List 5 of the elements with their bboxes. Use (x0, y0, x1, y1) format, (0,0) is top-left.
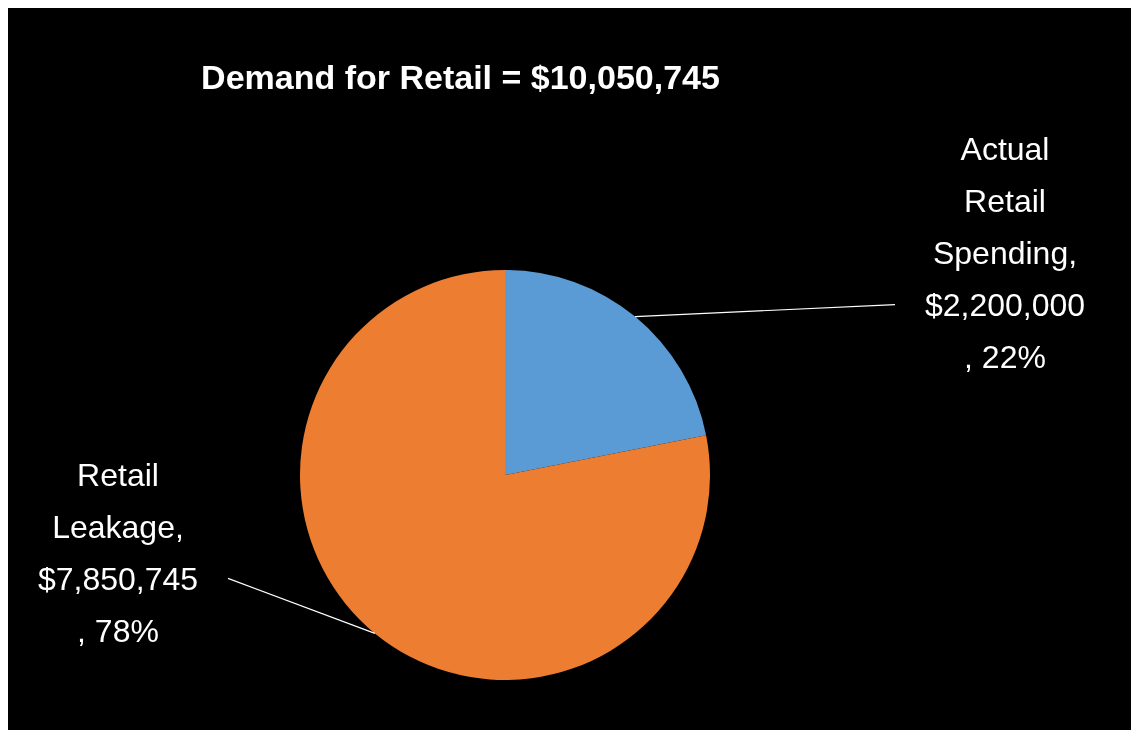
chart-title: Demand for Retail = $10,050,745 (200, 58, 721, 97)
slice-label: Actual Retail Spending, $2,200,000, 22% (924, 130, 1086, 375)
slice-label: Retail Leakage, $7,850,745, 78% (37, 456, 199, 649)
pie-slice (300, 270, 710, 680)
pie-slice (505, 270, 707, 475)
